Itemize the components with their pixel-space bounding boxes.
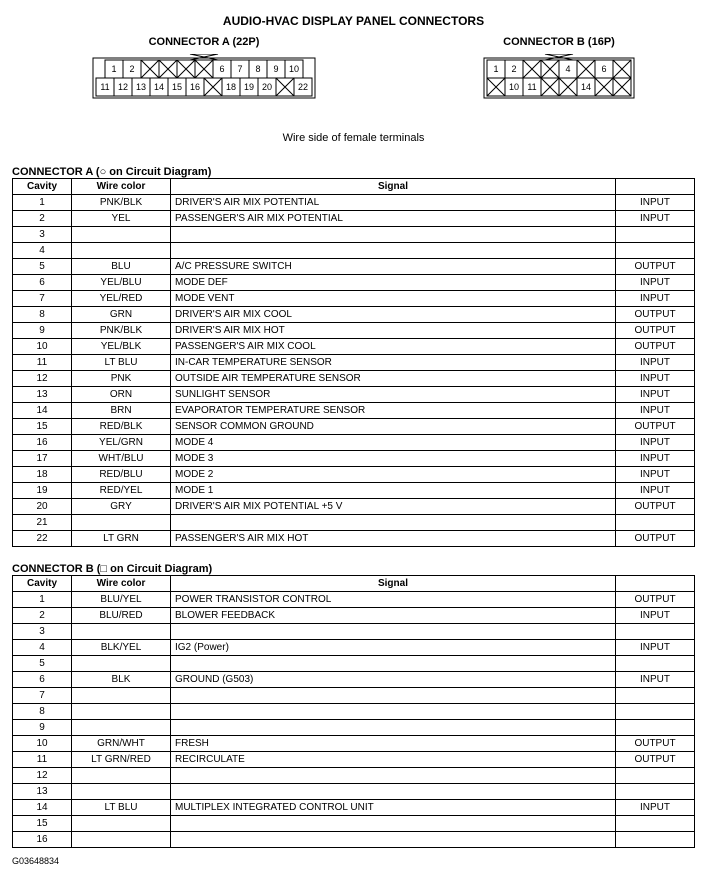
col-wire: Wire color [72, 576, 171, 592]
table-row: 11 LT GRN/RED RECIRCULATE OUTPUT [13, 752, 695, 768]
svg-text:2: 2 [511, 64, 516, 74]
svg-text:15: 15 [172, 82, 182, 92]
terminal-note: Wire side of female terminals [12, 132, 695, 144]
connector-b-label: CONNECTOR B (16P) [483, 36, 635, 48]
col-wire: Wire color [72, 179, 171, 195]
table-row: 13 [13, 784, 695, 800]
table-row: 18 RED/BLU MODE 2 INPUT [13, 467, 695, 483]
col-cavity: Cavity [13, 576, 72, 592]
table-row: 20 GRY DRIVER'S AIR MIX POTENTIAL +5 V O… [13, 499, 695, 515]
main-title: AUDIO-HVAC DISPLAY PANEL CONNECTORS [12, 14, 695, 28]
svg-text:16: 16 [190, 82, 200, 92]
svg-text:7: 7 [237, 64, 242, 74]
table-row: 3 [13, 624, 695, 640]
svg-text:14: 14 [581, 82, 591, 92]
svg-text:9: 9 [273, 64, 278, 74]
svg-text:20: 20 [262, 82, 272, 92]
table-row: 22 LT GRN PASSENGER'S AIR MIX HOT OUTPUT [13, 531, 695, 547]
table-row: 2 BLU/RED BLOWER FEEDBACK INPUT [13, 608, 695, 624]
svg-text:10: 10 [289, 64, 299, 74]
svg-text:10: 10 [509, 82, 519, 92]
table-row: 6 BLK GROUND (G503) INPUT [13, 672, 695, 688]
col-signal: Signal [171, 179, 616, 195]
table-row: 17 WHT/BLU MODE 3 INPUT [13, 451, 695, 467]
document-id: G03648834 [12, 856, 695, 866]
table-row: 12 PNK OUTSIDE AIR TEMPERATURE SENSOR IN… [13, 371, 695, 387]
table-row: 12 [13, 768, 695, 784]
connector-b-block: CONNECTOR B (16P) 1 2 4 6 10 11 14 [483, 36, 635, 102]
col-dir [616, 179, 695, 195]
table-row: 8 GRN DRIVER'S AIR MIX COOL OUTPUT [13, 307, 695, 323]
svg-text:22: 22 [298, 82, 308, 92]
table-row: 13 ORN SUNLIGHT SENSOR INPUT [13, 387, 695, 403]
svg-text:13: 13 [136, 82, 146, 92]
svg-text:12: 12 [118, 82, 128, 92]
table-row: 14 BRN EVAPORATOR TEMPERATURE SENSOR INP… [13, 403, 695, 419]
table-row: 14 LT BLU MULTIPLEX INTEGRATED CONTROL U… [13, 800, 695, 816]
table-row: 2 YEL PASSENGER'S AIR MIX POTENTIAL INPU… [13, 211, 695, 227]
table-row: 3 [13, 227, 695, 243]
svg-text:2: 2 [129, 64, 134, 74]
table-row: 7 [13, 688, 695, 704]
table-row: 10 GRN/WHT FRESH OUTPUT [13, 736, 695, 752]
table-row: 16 [13, 832, 695, 848]
table-row: 1 PNK/BLK DRIVER'S AIR MIX POTENTIAL INP… [13, 195, 695, 211]
svg-text:19: 19 [244, 82, 254, 92]
table-row: 9 PNK/BLK DRIVER'S AIR MIX HOT OUTPUT [13, 323, 695, 339]
table-row: 4 [13, 243, 695, 259]
connector-a-block: CONNECTOR A (22P) 1267891011121314151618… [92, 36, 316, 102]
svg-text:18: 18 [226, 82, 236, 92]
table-row: 15 RED/BLK SENSOR COMMON GROUND OUTPUT [13, 419, 695, 435]
table-row: 15 [13, 816, 695, 832]
table-row: 6 YEL/BLU MODE DEF INPUT [13, 275, 695, 291]
svg-text:11: 11 [100, 82, 109, 92]
svg-text:6: 6 [219, 64, 224, 74]
svg-text:1: 1 [493, 64, 498, 74]
table-row: 9 [13, 720, 695, 736]
col-dir [616, 576, 695, 592]
table-row: 19 RED/YEL MODE 1 INPUT [13, 483, 695, 499]
table-row: 7 YEL/RED MODE VENT INPUT [13, 291, 695, 307]
svg-text:4: 4 [565, 64, 570, 74]
connector-b-diagram: 1 2 4 6 10 11 14 [483, 54, 635, 102]
col-cavity: Cavity [13, 179, 72, 195]
table-row: 5 BLU A/C PRESSURE SWITCH OUTPUT [13, 259, 695, 275]
svg-text:8: 8 [255, 64, 260, 74]
connector-a-table: Cavity Wire color Signal 1 PNK/BLK DRIVE… [12, 178, 695, 547]
table-row: 21 [13, 515, 695, 531]
table-a-title: CONNECTOR A (○ on Circuit Diagram) [12, 166, 695, 178]
table-row: 16 YEL/GRN MODE 4 INPUT [13, 435, 695, 451]
svg-text:1: 1 [111, 64, 116, 74]
connector-a-diagram: 1267891011121314151618192022 [92, 54, 316, 102]
svg-text:6: 6 [601, 64, 606, 74]
table-row: 11 LT BLU IN-CAR TEMPERATURE SENSOR INPU… [13, 355, 695, 371]
connector-b-table: Cavity Wire color Signal 1 BLU/YEL POWER… [12, 575, 695, 848]
table-row: 4 BLK/YEL IG2 (Power) INPUT [13, 640, 695, 656]
connector-diagram-row: CONNECTOR A (22P) 1267891011121314151618… [12, 36, 695, 102]
table-row: 10 YEL/BLK PASSENGER'S AIR MIX COOL OUTP… [13, 339, 695, 355]
table-row: 8 [13, 704, 695, 720]
connector-a-label: CONNECTOR A (22P) [92, 36, 316, 48]
table-row: 5 [13, 656, 695, 672]
svg-text:14: 14 [154, 82, 164, 92]
col-signal: Signal [171, 576, 616, 592]
table-row: 1 BLU/YEL POWER TRANSISTOR CONTROL OUTPU… [13, 592, 695, 608]
svg-text:11: 11 [527, 82, 536, 92]
table-b-title: CONNECTOR B (□ on Circuit Diagram) [12, 563, 695, 575]
